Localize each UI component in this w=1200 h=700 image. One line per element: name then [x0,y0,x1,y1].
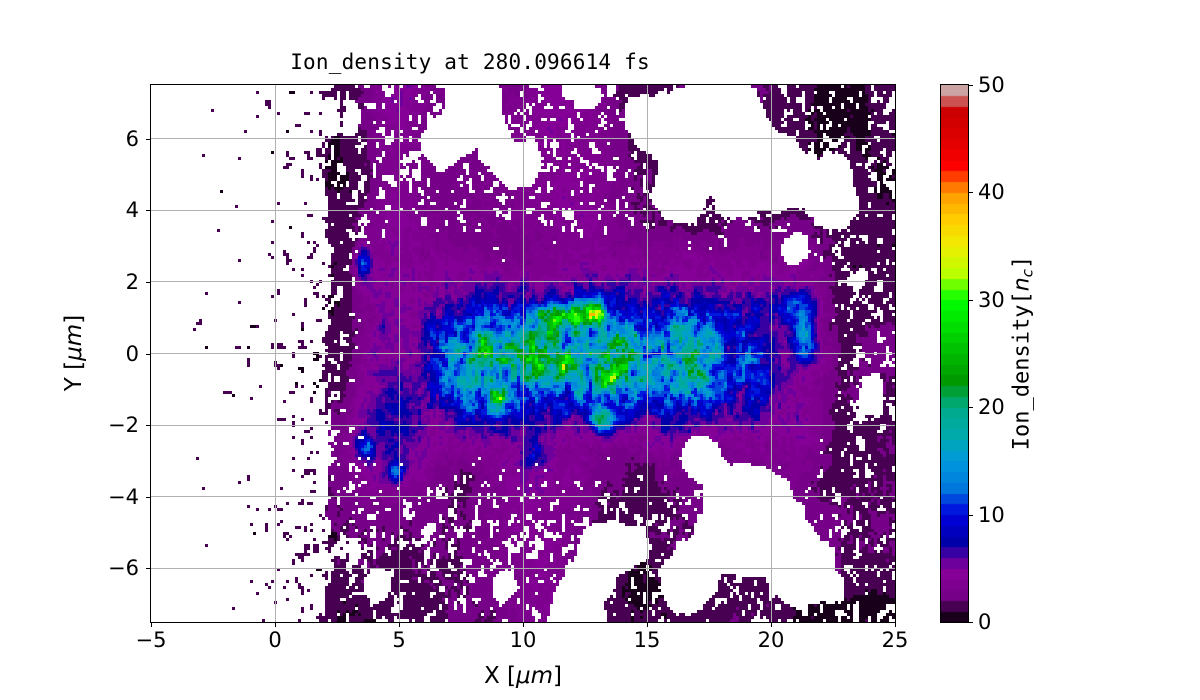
gridline-horizontal [151,353,895,354]
y-tick-mark [146,281,150,283]
y-tick-label: −6 [108,556,139,581]
x-tick-label: 15 [633,628,661,652]
y-tick-label: 6 [125,126,139,151]
plot-title: Ion_density at 280.096614 fs [290,50,650,74]
x-tick-mark [647,623,648,627]
gridline-horizontal [151,424,895,426]
colorbar [940,84,969,623]
gridline-horizontal [151,496,895,498]
x-tick-mark [523,623,524,627]
x-tick-label: 5 [392,628,406,652]
gridline-horizontal [151,138,895,140]
x-tick-label: −5 [135,628,167,652]
y-tick-label: 0 [125,341,139,366]
y-tick-label: −2 [108,413,139,438]
y-tick-label: −4 [108,484,139,509]
y-tick-mark [146,210,150,212]
colorbar-tick-label: 30 [978,287,1005,312]
y-tick-mark [146,425,150,427]
x-tick-mark [895,623,896,627]
y-tick-mark [146,353,150,355]
colorbar-tick-mark [969,192,973,194]
gridline-horizontal [151,209,895,211]
y-tick-mark [146,496,150,498]
x-tick-mark [151,623,152,627]
y-tick-label: 4 [125,198,139,223]
y-tick-mark [146,568,150,570]
y-tick-mark [146,138,150,140]
gridline-horizontal [151,281,895,283]
y-axis-label: Y [μm] [61,314,87,392]
colorbar-tick-mark [969,85,973,86]
y-tick-label: 2 [125,269,139,294]
colorbar-tick-label: 20 [978,395,1005,420]
colorbar-tick-label: 40 [978,180,1005,205]
x-tick-label: 10 [509,628,537,652]
colorbar-label: Ion_density[nc] [1009,255,1037,451]
gridline-horizontal [151,567,895,569]
x-axis-label: X [μm] [483,663,563,689]
x-tick-label: 0 [268,628,282,652]
colorbar-tick-label: 50 [978,73,1005,97]
colorbar-tick-mark [969,622,973,623]
plot-area [150,84,896,623]
colorbar-tick-mark [969,514,973,516]
x-tick-mark [771,623,772,627]
colorbar-tick-label: 0 [978,610,992,634]
colorbar-tick-mark [969,299,973,301]
x-tick-label: 20 [757,628,785,652]
x-tick-label: 25 [881,628,909,652]
colorbar-tick-label: 10 [978,502,1005,527]
x-tick-mark [275,623,276,627]
colorbar-tick-mark [969,407,973,409]
colorbar-canvas [941,85,968,622]
x-tick-mark [399,623,400,627]
